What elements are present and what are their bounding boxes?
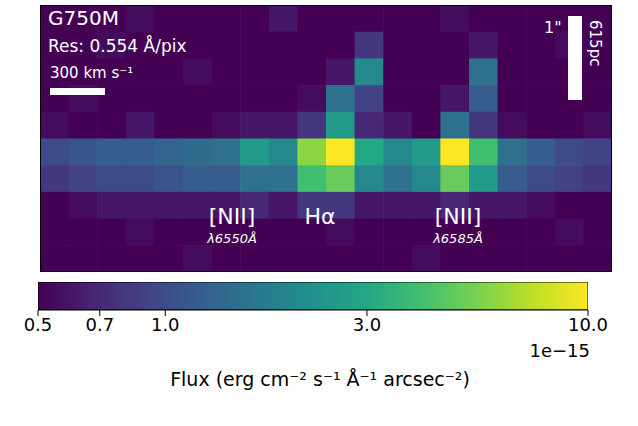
html-text:Hα: Hα (304, 204, 336, 229)
html-text:λ6585Å: λ6585Å (433, 231, 483, 246)
svg-text:1.0: 1.0 (151, 314, 180, 335)
html-text:300 km s⁻¹: 300 km s⁻¹ (50, 64, 134, 82)
svg-text:0.7: 0.7 (85, 314, 114, 335)
svg-text:0.5: 0.5 (24, 314, 53, 335)
svg-text:3.0: 3.0 (353, 314, 382, 335)
svg-text:10.0: 10.0 (568, 314, 608, 335)
html-text:G750M: G750M (48, 6, 119, 30)
html-text:1": 1" (544, 18, 562, 37)
html-text:615pc: 615pc (586, 20, 604, 67)
html-text:λ6550Å: λ6550Å (207, 231, 257, 246)
html-text:[NII]: [NII] (208, 204, 256, 229)
html-text:[NII]: [NII] (434, 204, 482, 229)
html-text:Flux (erg cm⁻² s⁻¹ Å⁻¹ arcsec⁻: Flux (erg cm⁻² s⁻¹ Å⁻¹ arcsec⁻²) (170, 368, 470, 390)
html-text:1e−15: 1e−15 (529, 340, 590, 361)
html-text:Res: 0.554 Å/pix: Res: 0.554 Å/pix (48, 36, 187, 56)
